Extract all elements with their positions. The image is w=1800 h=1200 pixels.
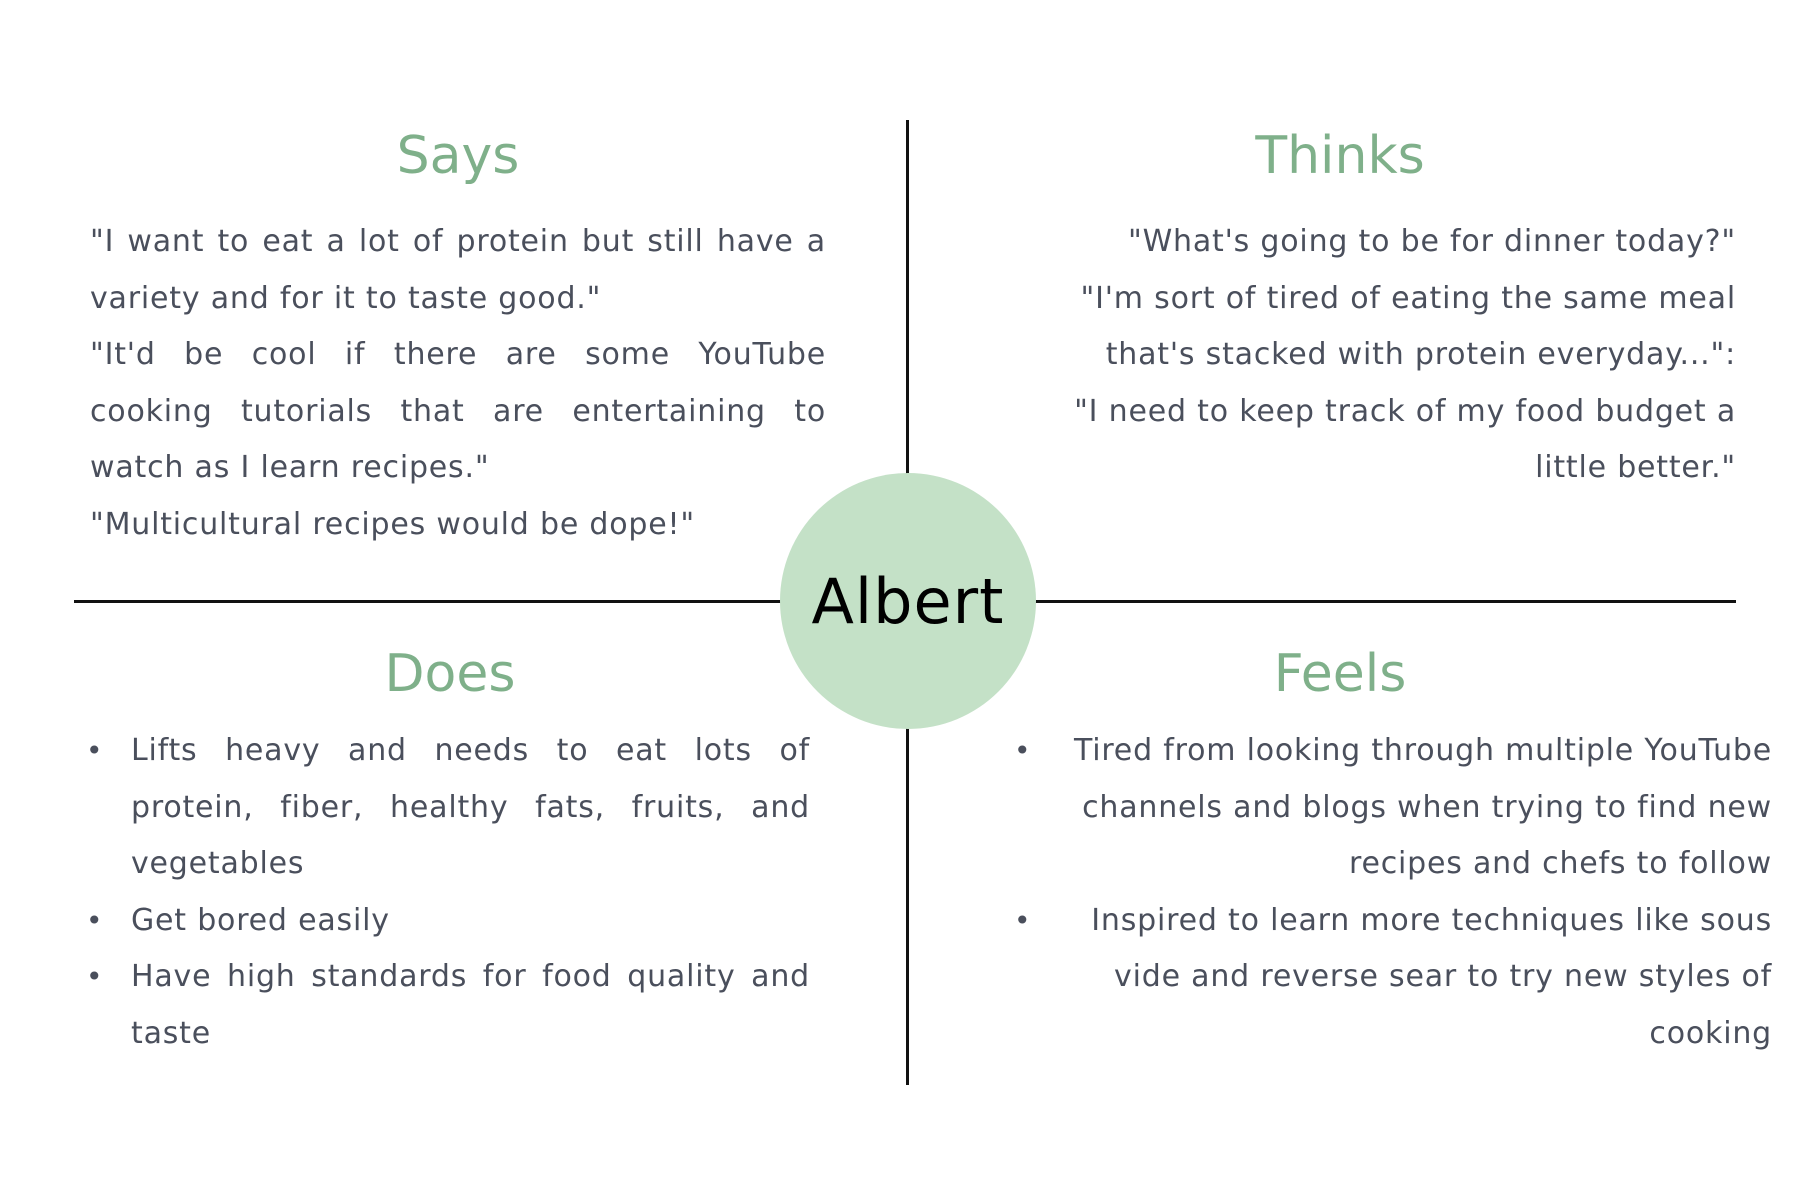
- does-list: • Lifts heavy and needs to eat lots of pr…: [86, 723, 810, 1062]
- list-item: • Tired from looking through multiple You…: [1014, 723, 1772, 893]
- bullet-icon: •: [1014, 903, 1032, 937]
- says-quotes: "I want to eat a lot of protein but stil…: [90, 214, 826, 553]
- says-quote: "I want to eat a lot of protein but stil…: [90, 224, 826, 316]
- feels-list: • Tired from looking through multiple You…: [1014, 723, 1772, 1063]
- persona-circle: Albert: [780, 473, 1036, 729]
- says-heading: Says: [396, 126, 520, 186]
- thinks-heading: Thinks: [1255, 126, 1425, 186]
- list-item-text: Have high standards for food quality and…: [131, 959, 810, 1051]
- list-item-text: Tired from looking through multiple YouT…: [1074, 733, 1772, 881]
- thinks-quote: "I need to keep track of my food budget …: [1074, 393, 1736, 486]
- thinks-quotes: "What's going to be for dinner today?" "…: [1000, 214, 1736, 497]
- list-item-text: Lifts heavy and needs to eat lots of pro…: [131, 733, 810, 881]
- horizontal-divider-right: [1030, 600, 1736, 603]
- thinks-quote: "I'm sort of tired of eating the same me…: [1080, 280, 1736, 373]
- bullet-icon: •: [86, 960, 104, 993]
- feels-heading: Feels: [1273, 644, 1407, 704]
- persona-name: Albert: [811, 564, 1005, 638]
- list-item: • Get bored easily: [86, 893, 810, 950]
- list-item: • Have high standards for food quality an…: [86, 949, 810, 1062]
- vertical-divider-bottom: [906, 665, 909, 1085]
- vertical-divider-top: [906, 120, 909, 535]
- list-item-text: Inspired to learn more techniques like s…: [1091, 902, 1772, 1051]
- thinks-quote: "What's going to be for dinner today?": [1128, 224, 1736, 259]
- bullet-icon: •: [1014, 734, 1032, 767]
- horizontal-divider-left: [74, 600, 784, 603]
- says-quote: "It'd be cool if there are some YouTube …: [90, 337, 826, 485]
- list-item-text: Get bored easily: [131, 902, 390, 938]
- says-quote: "Multicultural recipes would be dope!": [90, 506, 695, 542]
- does-heading: Does: [384, 644, 516, 704]
- bullet-icon: •: [86, 734, 104, 767]
- list-item: • Lifts heavy and needs to eat lots of pr…: [86, 723, 810, 893]
- bullet-icon: •: [86, 903, 104, 937]
- list-item: • Inspired to learn more techniques like …: [1014, 893, 1772, 1063]
